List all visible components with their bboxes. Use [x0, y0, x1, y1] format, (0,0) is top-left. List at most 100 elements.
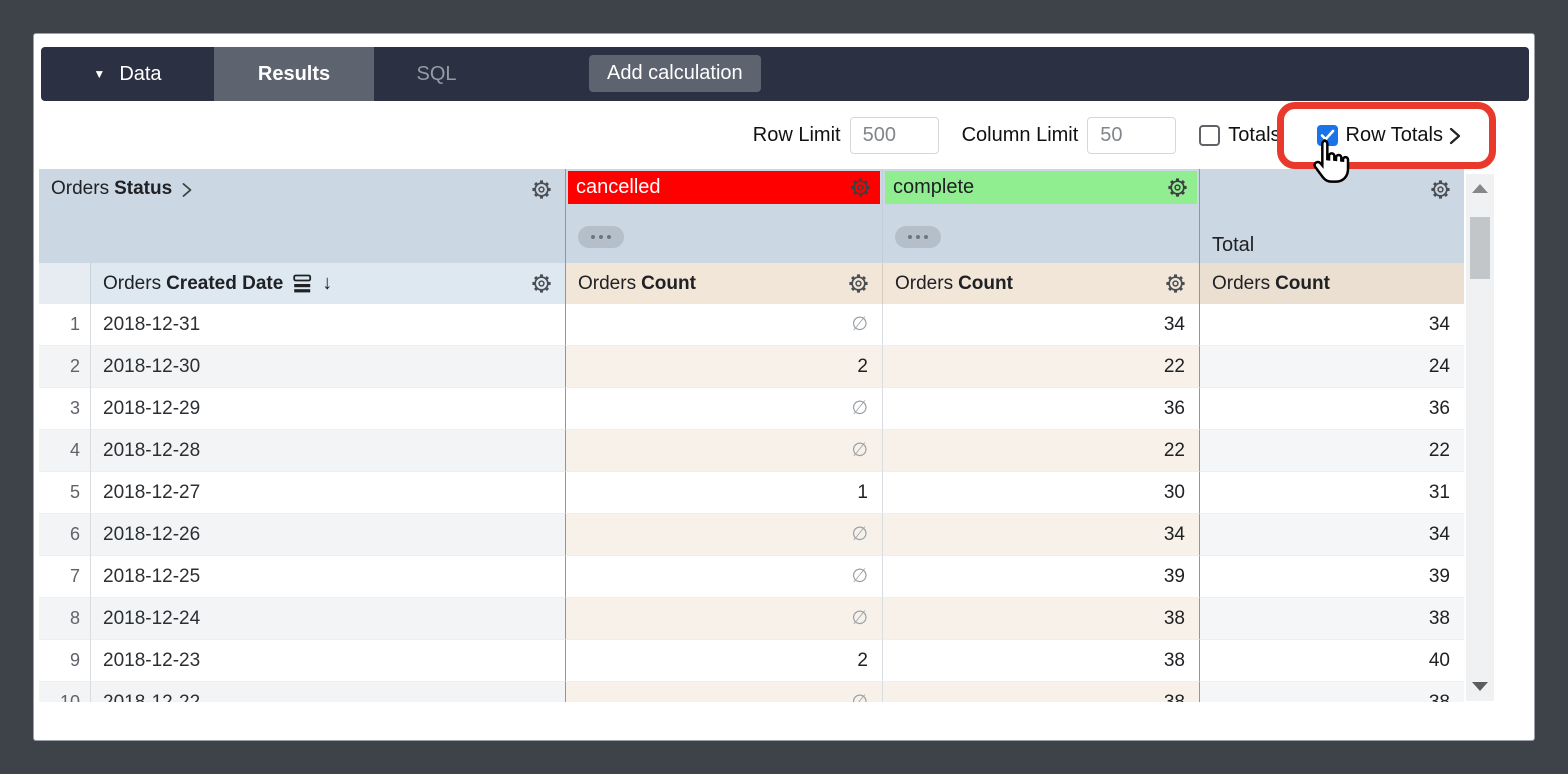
- row-total-cell[interactable]: 31: [1200, 472, 1464, 514]
- date-cell[interactable]: 2018-12-27: [91, 472, 566, 514]
- row-total-cell[interactable]: 38: [1200, 682, 1464, 702]
- row-total-cell[interactable]: 39: [1200, 556, 1464, 598]
- date-cell[interactable]: 2018-12-28: [91, 430, 566, 472]
- tab-data[interactable]: ▼ Data: [41, 47, 214, 101]
- table-row[interactable]: 10 2018-12-22 ∅ 38 38: [39, 682, 1464, 702]
- cancelled-count-cell[interactable]: ∅: [566, 598, 883, 640]
- row-total-cell[interactable]: 38: [1200, 598, 1464, 640]
- gear-icon[interactable]: [1164, 272, 1187, 295]
- gear-icon[interactable]: [530, 178, 553, 201]
- table-row[interactable]: 4 2018-12-28 ∅ 22 22: [39, 430, 1464, 472]
- pivot-options-pill[interactable]: [578, 226, 624, 248]
- pivot-header-row: Orders Status: [39, 169, 1464, 263]
- table-row[interactable]: 5 2018-12-27 1 30 31: [39, 472, 1464, 514]
- measure-header-complete[interactable]: Orders Count: [883, 263, 1200, 304]
- table-row[interactable]: 2 2018-12-30 2 22 24: [39, 346, 1464, 388]
- date-cell[interactable]: 2018-12-25: [91, 556, 566, 598]
- row-total-cell[interactable]: 24: [1200, 346, 1464, 388]
- date-cell[interactable]: 2018-12-26: [91, 514, 566, 556]
- complete-count-cell[interactable]: 38: [883, 682, 1200, 702]
- row-total-cell[interactable]: 40: [1200, 640, 1464, 682]
- date-cell[interactable]: 2018-12-30: [91, 346, 566, 388]
- column-limit-input[interactable]: [1087, 116, 1177, 154]
- row-total-cell[interactable]: 22: [1200, 430, 1464, 472]
- tab-results[interactable]: Results: [214, 47, 374, 101]
- date-cell[interactable]: 2018-12-29: [91, 388, 566, 430]
- complete-count-cell[interactable]: 34: [883, 304, 1200, 346]
- cancelled-count-cell[interactable]: ∅: [566, 556, 883, 598]
- scroll-up-arrow-icon[interactable]: [1472, 184, 1488, 193]
- row-total-cell[interactable]: 36: [1200, 388, 1464, 430]
- row-limit-input[interactable]: [849, 116, 939, 154]
- dimension-header[interactable]: Orders Created Date ↓: [91, 263, 566, 304]
- cancelled-count-cell[interactable]: 1: [566, 472, 883, 514]
- complete-count-cell[interactable]: 30: [883, 472, 1200, 514]
- add-calculation-button[interactable]: Add calculation: [589, 55, 761, 92]
- measure-view-name: Orders: [1212, 272, 1271, 294]
- gear-icon[interactable]: [849, 176, 872, 199]
- cancelled-count-cell[interactable]: ∅: [566, 388, 883, 430]
- sort-desc-icon[interactable]: ↓: [322, 272, 333, 294]
- gear-icon[interactable]: [530, 272, 553, 295]
- row-number-cell: 4: [39, 430, 91, 472]
- table-row[interactable]: 1 2018-12-31 ∅ 34 34: [39, 304, 1464, 346]
- gear-icon[interactable]: [1429, 178, 1452, 201]
- pivot-total-header: Total: [1200, 169, 1464, 263]
- row-limit-label: Row Limit: [752, 123, 841, 146]
- totals-checkbox[interactable]: [1199, 124, 1221, 146]
- cancelled-count-cell[interactable]: ∅: [566, 430, 883, 472]
- chevron-right-icon: [182, 183, 192, 197]
- date-cell[interactable]: 2018-12-31: [91, 304, 566, 346]
- pivot-field-header[interactable]: Orders Status: [39, 169, 566, 263]
- measure-view-name: Orders: [895, 272, 954, 294]
- toolbar: ▼ Data Results SQL Add calculation: [41, 47, 1529, 101]
- complete-count-cell[interactable]: 39: [883, 556, 1200, 598]
- scroll-down-arrow-icon[interactable]: [1472, 682, 1488, 691]
- table-row[interactable]: 8 2018-12-24 ∅ 38 38: [39, 598, 1464, 640]
- complete-count-cell[interactable]: 22: [883, 430, 1200, 472]
- complete-count-cell[interactable]: 38: [883, 598, 1200, 640]
- date-granularity-icon: [293, 274, 312, 293]
- complete-count-cell[interactable]: 34: [883, 514, 1200, 556]
- scrollbar-thumb[interactable]: [1470, 217, 1490, 279]
- date-cell[interactable]: 2018-12-23: [91, 640, 566, 682]
- measure-header-total[interactable]: Orders Count: [1200, 263, 1464, 304]
- pivot-column-cancelled: cancelled: [566, 169, 883, 263]
- cancelled-count-cell[interactable]: ∅: [566, 514, 883, 556]
- chevron-right-icon[interactable]: [1449, 126, 1461, 146]
- row-number-cell: 7: [39, 556, 91, 598]
- complete-count-cell[interactable]: 36: [883, 388, 1200, 430]
- row-total-cell[interactable]: 34: [1200, 514, 1464, 556]
- row-number-cell: 3: [39, 388, 91, 430]
- cancelled-count-cell[interactable]: 2: [566, 346, 883, 388]
- measure-header-cancelled[interactable]: Orders Count: [566, 263, 883, 304]
- tab-sql[interactable]: SQL: [374, 47, 499, 101]
- date-cell[interactable]: 2018-12-22: [91, 682, 566, 702]
- row-number-cell: 2: [39, 346, 91, 388]
- gear-icon[interactable]: [1166, 176, 1189, 199]
- table-row[interactable]: 7 2018-12-25 ∅ 39 39: [39, 556, 1464, 598]
- row-totals-checkbox[interactable]: [1316, 124, 1338, 146]
- pivot-view-name: Orders: [51, 178, 110, 199]
- pivot-value-chip[interactable]: cancelled: [568, 171, 880, 204]
- complete-count-cell[interactable]: 22: [883, 346, 1200, 388]
- row-number-cell: 8: [39, 598, 91, 640]
- vertical-scrollbar[interactable]: [1466, 174, 1494, 701]
- table-row[interactable]: 9 2018-12-23 2 38 40: [39, 640, 1464, 682]
- complete-count-cell[interactable]: 38: [883, 640, 1200, 682]
- total-column-label: Total: [1212, 234, 1255, 256]
- cancelled-count-cell[interactable]: ∅: [566, 682, 883, 702]
- pivot-options-pill[interactable]: [895, 226, 941, 248]
- table-row[interactable]: 3 2018-12-29 ∅ 36 36: [39, 388, 1464, 430]
- table-row[interactable]: 6 2018-12-26 ∅ 34 34: [39, 514, 1464, 556]
- pivot-value-chip[interactable]: complete: [885, 171, 1197, 204]
- cancelled-count-cell[interactable]: 2: [566, 640, 883, 682]
- row-number-cell: 5: [39, 472, 91, 514]
- date-cell[interactable]: 2018-12-24: [91, 598, 566, 640]
- query-controls: Row Limit Column Limit Totals Row Totals: [753, 116, 1461, 154]
- gear-icon[interactable]: [847, 272, 870, 295]
- row-number-cell: 1: [39, 304, 91, 346]
- row-total-cell[interactable]: 34: [1200, 304, 1464, 346]
- pivot-field-name: Status: [114, 178, 173, 199]
- cancelled-count-cell[interactable]: ∅: [566, 304, 883, 346]
